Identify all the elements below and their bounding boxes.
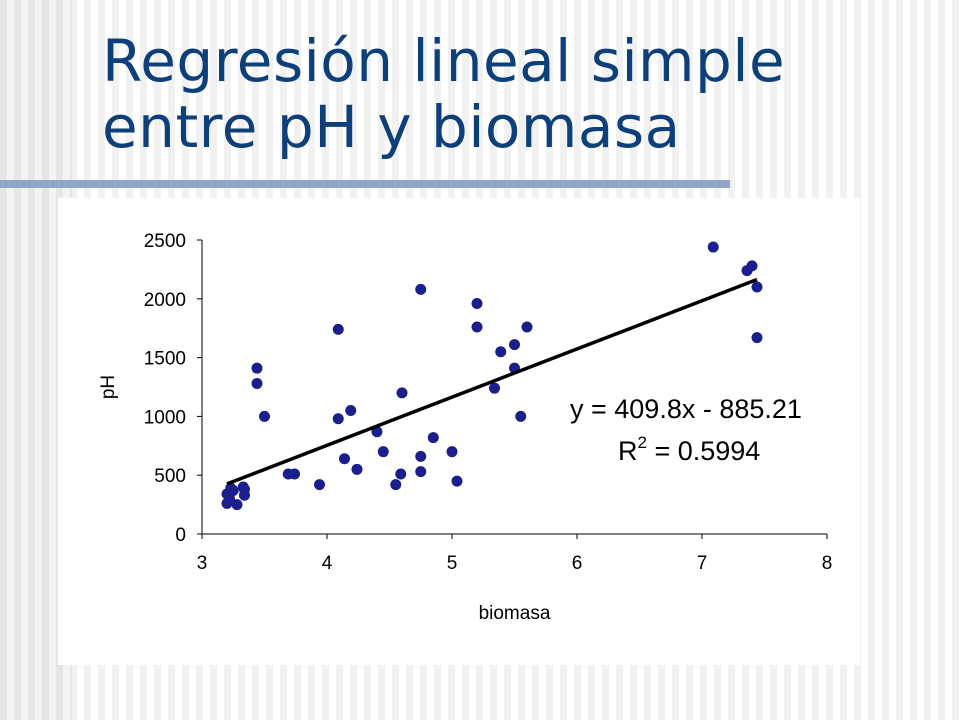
data-point <box>377 446 389 458</box>
x-tick-label: 7 <box>697 553 708 574</box>
slide-title: Regresión lineal simple entre pH y bioma… <box>102 28 922 160</box>
data-point <box>471 298 483 310</box>
regression-equation: y = 409.8x - 885.21 <box>570 394 802 424</box>
x-tick-label: 4 <box>322 553 333 574</box>
data-point <box>251 362 263 374</box>
data-point <box>345 405 357 417</box>
data-point <box>451 475 463 487</box>
x-axis-title: biomasa <box>479 603 551 624</box>
title-underline <box>0 180 730 188</box>
data-point <box>521 321 533 333</box>
scatter-chart: 0 500 1000 1500 2000 2500 3 4 5 6 7 8 biomasa pH <box>98 231 833 624</box>
data-point <box>224 493 235 505</box>
y-axis-title: pH <box>98 375 119 399</box>
data-point <box>495 346 507 358</box>
data-point <box>395 468 407 480</box>
data-point <box>314 479 325 491</box>
data-point <box>415 283 427 295</box>
x-tick-label: 5 <box>447 553 458 574</box>
data-point <box>707 241 719 253</box>
data-point <box>489 382 500 394</box>
trendline <box>226 277 758 486</box>
x-tick-label: 6 <box>572 553 583 574</box>
y-tick-label: 2000 <box>144 290 186 311</box>
title-line-1: Regresión lineal simple <box>102 27 786 95</box>
r2-value: = 0.5994 <box>646 436 761 466</box>
title-line-2: entre pH y biomasa <box>102 93 681 161</box>
data-point <box>339 453 350 465</box>
data-point <box>332 323 344 335</box>
data-point <box>509 339 520 351</box>
chart-panel: 0 500 1000 1500 2000 2500 3 4 5 6 7 8 biomasa pH y = … <box>58 198 860 665</box>
y-tick-label: 2500 <box>144 231 186 252</box>
data-point <box>332 413 344 425</box>
data-point <box>231 499 243 511</box>
r2-prefix: R <box>618 436 638 466</box>
y-tick-label: 1000 <box>144 407 186 428</box>
data-point <box>390 479 402 491</box>
data-point <box>751 332 763 344</box>
r-squared-label: R2 = 0.5994 <box>618 433 761 467</box>
data-point <box>751 281 763 293</box>
data-point <box>227 484 239 496</box>
data-point <box>239 489 250 501</box>
data-point <box>396 387 408 399</box>
y-tick-label: 1500 <box>144 349 186 370</box>
data-point <box>289 468 300 480</box>
y-tick-label: 500 <box>154 466 186 487</box>
data-point <box>259 410 270 422</box>
data-point <box>415 466 427 478</box>
data-point <box>427 432 439 444</box>
data-point <box>746 260 758 272</box>
data-point <box>251 377 263 389</box>
x-tick-label: 3 <box>197 553 208 574</box>
data-point <box>471 321 483 333</box>
r2-exponent: 2 <box>637 433 647 452</box>
x-tick-label: 8 <box>822 553 833 574</box>
data-point <box>415 450 427 462</box>
data-point <box>351 463 363 475</box>
data-point <box>515 410 527 422</box>
data-point <box>446 446 458 458</box>
y-tick-label: 0 <box>175 525 186 546</box>
